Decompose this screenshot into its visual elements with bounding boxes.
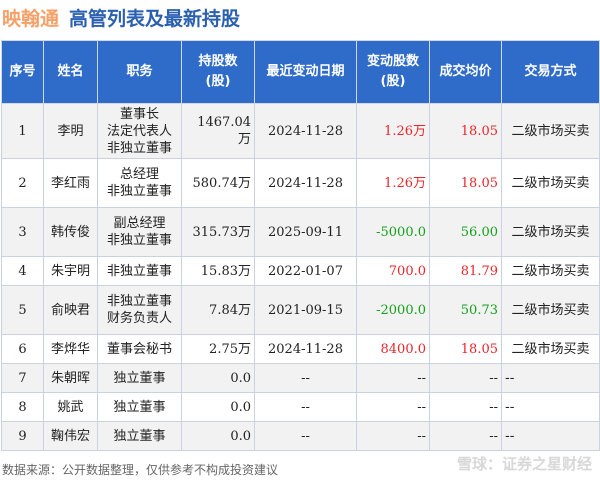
column-header: 最近变动日期 [254, 40, 357, 104]
change-shares-cell: 700.0 [356, 256, 430, 286]
data-source-note: 数据来源：公开数据整理，仅供参考不构成投资建议 [2, 463, 279, 477]
shares-cell: 0.0 [181, 392, 255, 422]
brand-name: 映翰通 [2, 8, 60, 30]
avg-price-cell: 81.79 [429, 256, 502, 286]
name-cell: 李明 [43, 103, 98, 159]
row-number-cell: 3 [1, 207, 44, 257]
column-header: 序号 [1, 40, 44, 104]
name-cell: 李烨华 [43, 334, 98, 364]
row-number-cell: 6 [1, 334, 44, 364]
trade-method-cell: 二级市场买卖 [501, 158, 600, 208]
row-number-cell: 2 [1, 158, 44, 208]
role-cell: 董事长 法定代表人 非独立董事 [97, 103, 182, 159]
avg-price-cell: -- [429, 363, 502, 393]
column-header: 持股数 (股) [181, 40, 255, 104]
table-row: 5 俞映君 非独立董事 财务负责人 7.84万 2021-09-15 -2000.0 50.… [1, 285, 600, 335]
avg-price-cell: 18.05 [429, 158, 502, 208]
change-date-cell: -- [254, 363, 357, 393]
page-title: 映翰通 高管列表及最新持股 [2, 4, 240, 31]
avg-price-cell: 56.00 [429, 207, 502, 257]
watermark: 雪球：证券之星财经 [456, 455, 592, 473]
trade-method-cell: -- [501, 421, 600, 451]
change-date-cell: 2021-09-15 [254, 285, 357, 335]
name-cell: 韩传俊 [43, 207, 98, 257]
change-shares-cell: -2000.0 [356, 285, 430, 335]
change-shares-cell: -- [356, 421, 430, 451]
avg-price-cell: 50.73 [429, 285, 502, 335]
role-cell: 独立董事 [97, 363, 182, 393]
row-number-cell: 5 [1, 285, 44, 335]
column-header: 变动股数 (股) [356, 40, 430, 104]
shares-cell: 580.74万 [181, 158, 255, 208]
table-row: 1 李明 董事长 法定代表人 非独立董事 1467.04万 2024-11-28 1.26… [1, 103, 600, 159]
shares-cell: 15.83万 [181, 256, 255, 286]
name-cell: 朱朝晖 [43, 363, 98, 393]
role-cell: 董事会秘书 [97, 334, 182, 364]
column-header: 职务 [97, 40, 182, 104]
row-number-cell: 8 [1, 392, 44, 422]
shares-cell: 0.0 [181, 363, 255, 393]
table-row: 8 姚武 独立董事 0.0 -- -- -- -- [1, 392, 600, 422]
role-cell: 非独立董事 财务负责人 [97, 285, 182, 335]
change-shares-cell: -5000.0 [356, 207, 430, 257]
role-cell: 非独立董事 [97, 256, 182, 286]
change-shares-cell: 8400.0 [356, 334, 430, 364]
avg-price-cell: -- [429, 392, 502, 422]
row-number-cell: 7 [1, 363, 44, 393]
trade-method-cell: -- [501, 363, 600, 393]
trade-method-cell: -- [501, 392, 600, 422]
change-shares-cell: -- [356, 363, 430, 393]
column-header: 交易方式 [501, 40, 600, 104]
role-cell: 独立董事 [97, 421, 182, 451]
change-date-cell: 2024-11-28 [254, 334, 357, 364]
change-date-cell: 2024-11-28 [254, 103, 357, 159]
change-date-cell: 2024-11-28 [254, 158, 357, 208]
change-shares-cell: 1.26万 [356, 103, 430, 159]
title-text: 高管列表及最新持股 [69, 8, 241, 30]
shares-cell: 315.73万 [181, 207, 255, 257]
column-header: 姓名 [43, 40, 98, 104]
change-date-cell: 2025-09-11 [254, 207, 357, 257]
role-cell: 副总经理 非独立董事 [97, 207, 182, 257]
name-cell: 俞映君 [43, 285, 98, 335]
table-row: 2 李红雨 总经理 非独立董事 580.74万 2024-11-28 1.26万 18.05… [1, 158, 600, 208]
name-cell: 朱宇明 [43, 256, 98, 286]
name-cell: 李红雨 [43, 158, 98, 208]
role-cell: 总经理 非独立董事 [97, 158, 182, 208]
change-date-cell: -- [254, 392, 357, 422]
shares-cell: 2.75万 [181, 334, 255, 364]
row-number-cell: 9 [1, 421, 44, 451]
avg-price-cell: 18.05 [429, 103, 502, 159]
table-row: 7 朱朝晖 独立董事 0.0 -- -- -- -- [1, 363, 600, 393]
trade-method-cell: 二级市场买卖 [501, 256, 600, 286]
trade-method-cell: 二级市场买卖 [501, 103, 600, 159]
avg-price-cell: -- [429, 421, 502, 451]
change-shares-cell: -- [356, 392, 430, 422]
change-date-cell: -- [254, 421, 357, 451]
shares-cell: 0.0 [181, 421, 255, 451]
table-row: 9 鞠伟宏 独立董事 0.0 -- -- -- -- [1, 421, 600, 451]
shares-cell: 7.84万 [181, 285, 255, 335]
trade-method-cell: 二级市场买卖 [501, 285, 600, 335]
executive-table: 序号 姓名 职务 持股数 (股) 最近变动日期 变动股数 (股) 成交均价 交易方式 1 李明董… [1, 40, 600, 451]
row-number-cell: 4 [1, 256, 44, 286]
column-header: 成交均价 [429, 40, 502, 104]
trade-method-cell: 二级市场买卖 [501, 334, 600, 364]
trade-method-cell: 二级市场买卖 [501, 207, 600, 257]
role-cell: 独立董事 [97, 392, 182, 422]
table-row: 4 朱宇明 非独立董事 15.83万 2022-01-07 700.0 81.79 二级市场买… [1, 256, 600, 286]
row-number-cell: 1 [1, 103, 44, 159]
table-row: 3 韩传俊 副总经理 非独立董事 315.73万 2025-09-11 -5000.0 56… [1, 207, 600, 257]
avg-price-cell: 18.05 [429, 334, 502, 364]
table-row: 6 李烨华 董事会秘书 2.75万 2024-11-28 8400.0 18.05 二级市场买… [1, 334, 600, 364]
shares-cell: 1467.04万 [181, 103, 255, 159]
change-shares-cell: 1.26万 [356, 158, 430, 208]
name-cell: 姚武 [43, 392, 98, 422]
change-date-cell: 2022-01-07 [254, 256, 357, 286]
name-cell: 鞠伟宏 [43, 421, 98, 451]
